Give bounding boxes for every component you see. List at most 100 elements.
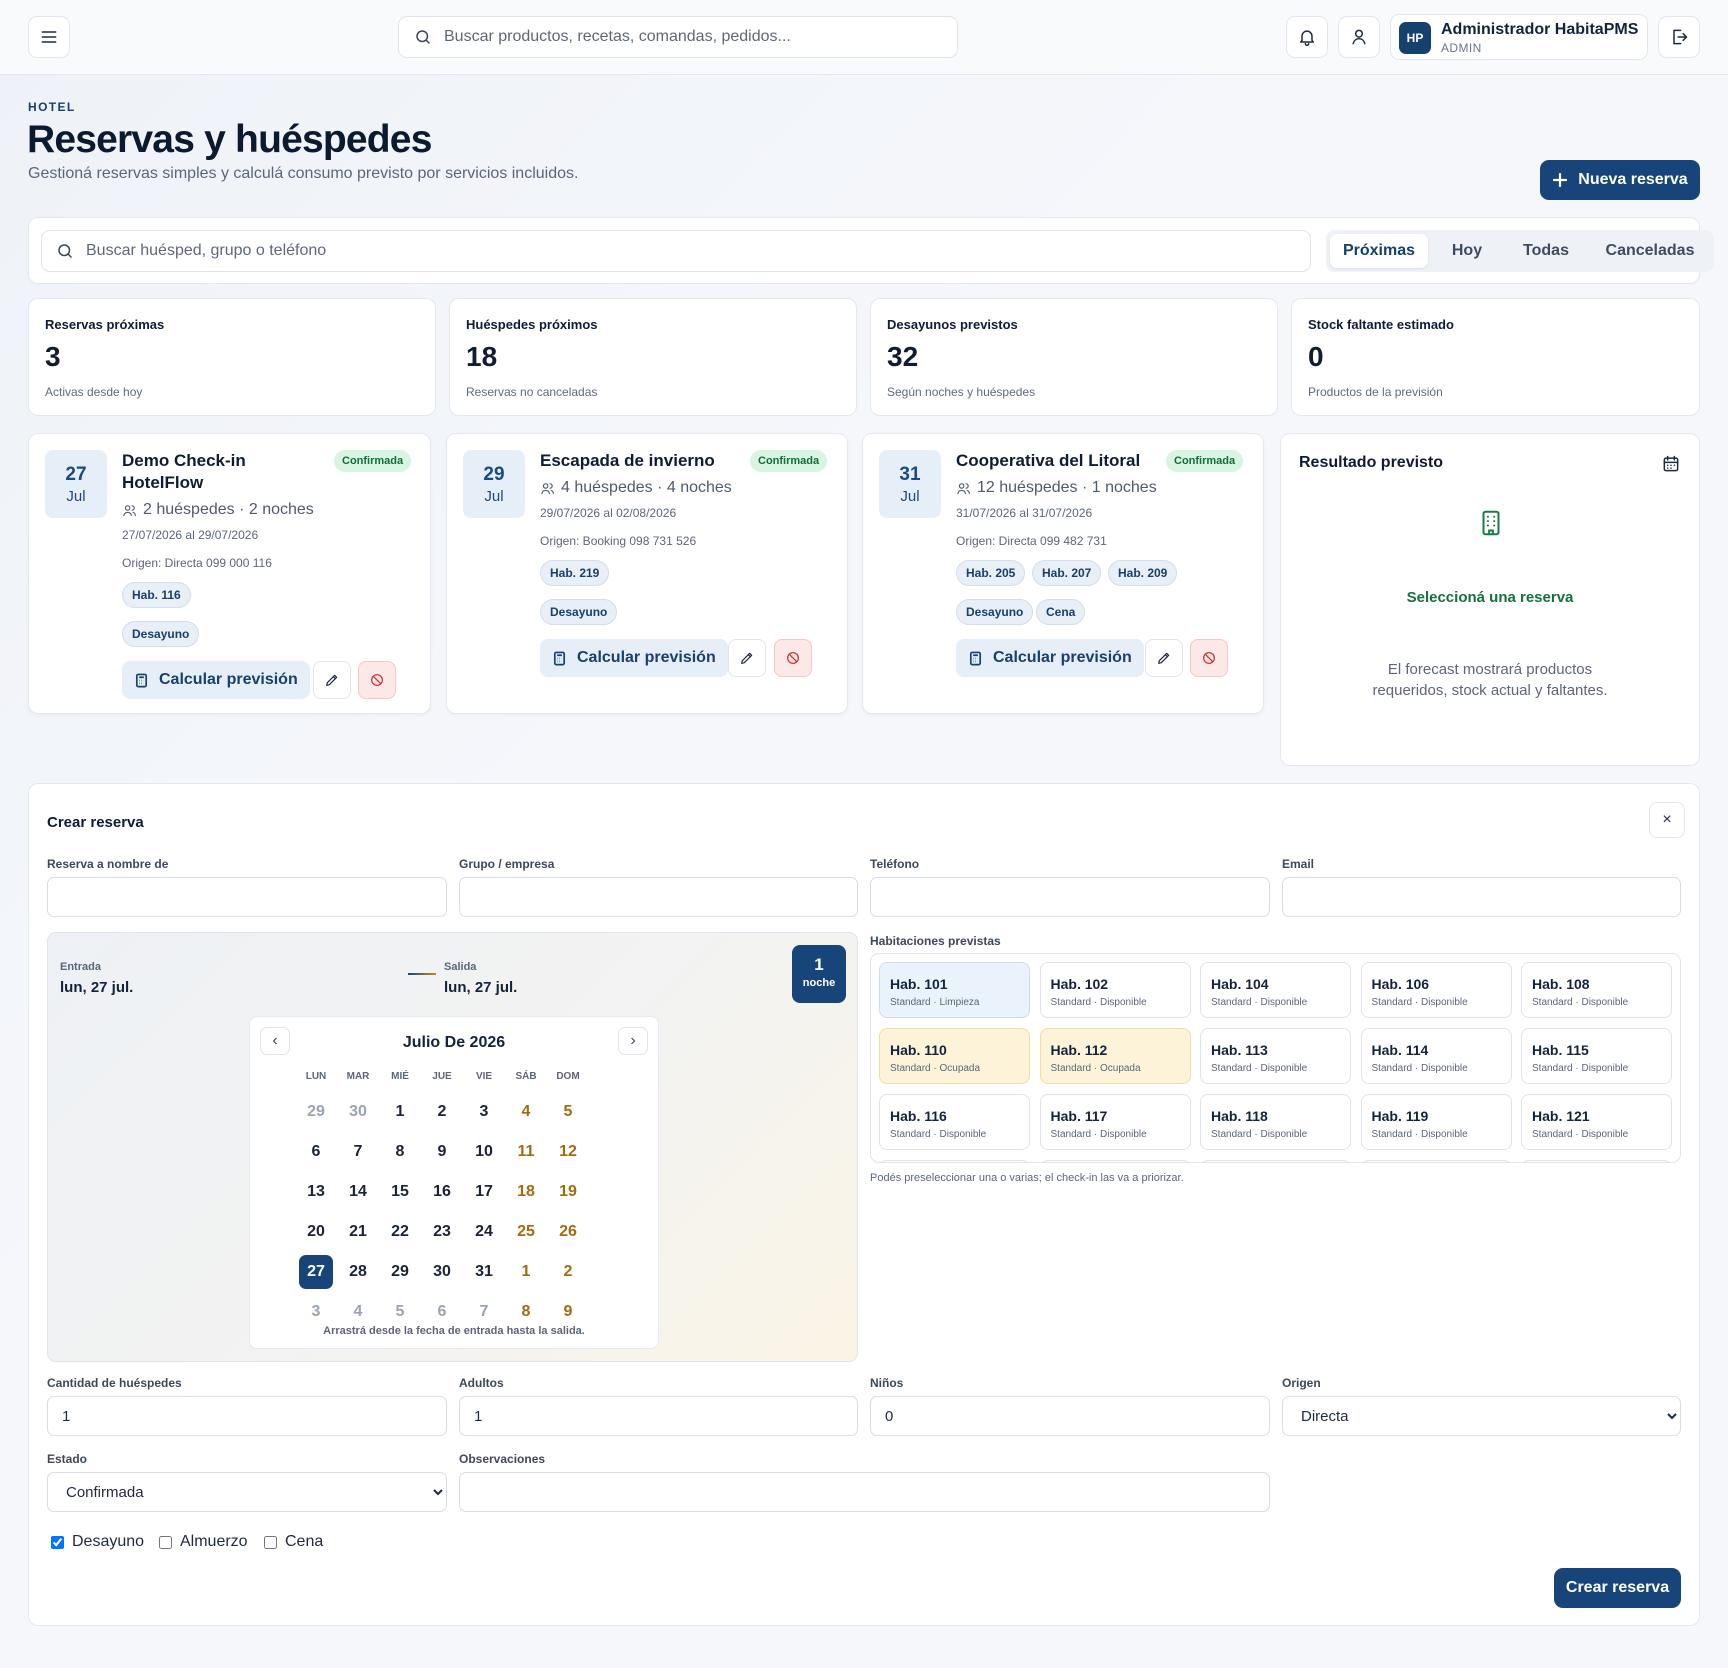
exit-date[interactable]: lun, 27 jul.: [444, 979, 518, 996]
calendar-day[interactable]: 29: [307, 1103, 325, 1120]
edit-button[interactable]: [728, 639, 766, 677]
room-option[interactable]: Hab. 108 Standard · Disponible: [1521, 962, 1672, 1018]
tab-todas[interactable]: Todas: [1523, 242, 1569, 259]
calendar-day[interactable]: 19: [559, 1183, 577, 1200]
guest-name-input[interactable]: [47, 877, 447, 917]
room-option[interactable]: Hab. 102 Standard · Disponible: [1039, 962, 1191, 1018]
edit-button[interactable]: [313, 661, 351, 699]
calendar-day[interactable]: 26: [559, 1223, 577, 1240]
cancel-reservation-button[interactable]: [1190, 639, 1228, 677]
entry-date[interactable]: lun, 27 jul.: [60, 979, 134, 996]
calendar-day[interactable]: 3: [311, 1303, 321, 1320]
calculate-forecast-button[interactable]: Calcular previsión: [956, 639, 1144, 677]
edit-button[interactable]: [1145, 639, 1183, 677]
calendar-day[interactable]: 29: [391, 1263, 409, 1280]
calendar-day[interactable]: 3: [479, 1103, 489, 1120]
create-reservation-button[interactable]: Crear reserva: [1554, 1568, 1681, 1608]
phone-input[interactable]: [870, 877, 1270, 917]
cancel-reservation-button[interactable]: [774, 639, 812, 677]
calculate-forecast-button[interactable]: Calcular previsión: [540, 639, 728, 677]
menu-button[interactable]: [28, 16, 70, 58]
calendar-day[interactable]: 7: [479, 1303, 489, 1320]
room-option[interactable]: Hab. 112 Standard · Ocupada: [1039, 1028, 1191, 1084]
calendar-day[interactable]: 10: [475, 1143, 493, 1160]
room-option[interactable]: Hab. 104 Standard · Disponible: [1200, 962, 1351, 1018]
profile-button[interactable]: [1338, 16, 1380, 58]
new-reservation-button[interactable]: Nueva reserva: [1540, 160, 1700, 200]
calendar-day[interactable]: 18: [517, 1183, 535, 1200]
close-form-button[interactable]: ×: [1649, 802, 1685, 838]
reservation-search-input[interactable]: [86, 242, 566, 260]
room-option-partial[interactable]: [879, 1160, 1030, 1162]
calendar-day[interactable]: 14: [349, 1183, 367, 1200]
calendar-day[interactable]: 20: [307, 1223, 325, 1240]
guests-count-input[interactable]: [47, 1396, 447, 1436]
room-option[interactable]: Hab. 115 Standard · Disponible: [1521, 1028, 1672, 1084]
calendar-day[interactable]: 2: [563, 1263, 573, 1280]
calendar-day[interactable]: 22: [391, 1223, 409, 1240]
tab-proximas[interactable]: Próximas: [1330, 234, 1428, 268]
adults-input[interactable]: [459, 1396, 858, 1436]
room-option[interactable]: Hab. 106 Standard · Disponible: [1360, 962, 1512, 1018]
room-option-partial[interactable]: [1039, 1160, 1191, 1162]
calendar-day[interactable]: 8: [521, 1303, 531, 1320]
email-input[interactable]: [1282, 877, 1681, 917]
room-option-partial[interactable]: [1360, 1160, 1512, 1162]
calculate-forecast-button[interactable]: Calcular previsión: [122, 661, 310, 699]
calendar-day[interactable]: 4: [521, 1103, 531, 1120]
room-option[interactable]: Hab. 113 Standard · Disponible: [1200, 1028, 1351, 1084]
calendar-day[interactable]: 6: [311, 1143, 321, 1160]
prev-month-button[interactable]: ‹: [260, 1027, 290, 1055]
room-option[interactable]: Hab. 117 Standard · Disponible: [1039, 1094, 1191, 1150]
cancel-reservation-button[interactable]: [358, 661, 396, 699]
calendar-day[interactable]: 21: [349, 1223, 367, 1240]
tab-hoy[interactable]: Hoy: [1451, 242, 1483, 259]
room-option[interactable]: Hab. 110 Standard · Ocupada: [879, 1028, 1030, 1084]
calendar-day[interactable]: 23: [433, 1223, 451, 1240]
reservation-card[interactable]: 27 Jul Demo Check-in HotelFlow Confirmad…: [28, 433, 431, 714]
calendar-day[interactable]: 9: [563, 1303, 573, 1320]
calendar-day[interactable]: 1: [521, 1263, 531, 1280]
reservation-card[interactable]: 31 Jul Cooperativa del Litoral Confirmad…: [862, 433, 1264, 714]
calendar-day[interactable]: 7: [353, 1143, 363, 1160]
cena-checkbox[interactable]: [264, 1535, 277, 1549]
calendar-day[interactable]: 9: [437, 1143, 447, 1160]
room-option-partial[interactable]: [1200, 1160, 1351, 1162]
room-option[interactable]: Hab. 121 Standard · Disponible: [1521, 1094, 1672, 1150]
calendar-day[interactable]: 15: [391, 1183, 409, 1200]
calendar-day[interactable]: 24: [475, 1223, 493, 1240]
origin-select[interactable]: Directa: [1282, 1396, 1681, 1436]
calendar-day[interactable]: 11: [517, 1143, 535, 1160]
service-checkbox-almuerzo[interactable]: Almuerzo: [159, 1533, 248, 1551]
room-option[interactable]: Hab. 116 Standard · Disponible: [879, 1094, 1030, 1150]
almuerzo-checkbox[interactable]: [159, 1535, 172, 1549]
calendar-day[interactable]: 16: [433, 1183, 451, 1200]
calendar-day[interactable]: 27: [299, 1255, 333, 1289]
room-option[interactable]: Hab. 114 Standard · Disponible: [1360, 1028, 1512, 1084]
service-checkbox-desayuno[interactable]: Desayuno: [51, 1533, 144, 1551]
calendar-day[interactable]: 17: [475, 1183, 493, 1200]
next-month-button[interactable]: ›: [618, 1027, 648, 1055]
calendar-day[interactable]: 5: [395, 1303, 405, 1320]
calendar-day[interactable]: 6: [437, 1303, 447, 1320]
calendar-day[interactable]: 1: [395, 1103, 405, 1120]
service-checkbox-cena[interactable]: Cena: [264, 1533, 323, 1551]
global-search[interactable]: [398, 16, 958, 58]
calendar-day[interactable]: 30: [349, 1103, 367, 1120]
notifications-button[interactable]: [1286, 16, 1328, 58]
calendar-day[interactable]: 25: [517, 1223, 535, 1240]
calendar-day[interactable]: 13: [307, 1183, 325, 1200]
user-menu[interactable]: HP Administrador HabitaPMS ADMIN: [1390, 14, 1648, 60]
calendar-day[interactable]: 8: [395, 1143, 405, 1160]
desayuno-checkbox[interactable]: [51, 1535, 64, 1549]
room-option[interactable]: Hab. 119 Standard · Disponible: [1360, 1094, 1512, 1150]
room-option[interactable]: Hab. 101 Standard · Limpieza: [879, 962, 1030, 1018]
notes-input[interactable]: [459, 1472, 1270, 1512]
calendar-day[interactable]: 4: [353, 1303, 363, 1320]
calendar-day[interactable]: 2: [437, 1103, 447, 1120]
reservation-card[interactable]: 29 Jul Escapada de invierno Confirmada 4…: [446, 433, 848, 714]
status-select[interactable]: Confirmada: [47, 1472, 447, 1512]
group-input[interactable]: [459, 877, 858, 917]
tab-canceladas[interactable]: Canceladas: [1605, 242, 1695, 259]
children-input[interactable]: [870, 1396, 1270, 1436]
